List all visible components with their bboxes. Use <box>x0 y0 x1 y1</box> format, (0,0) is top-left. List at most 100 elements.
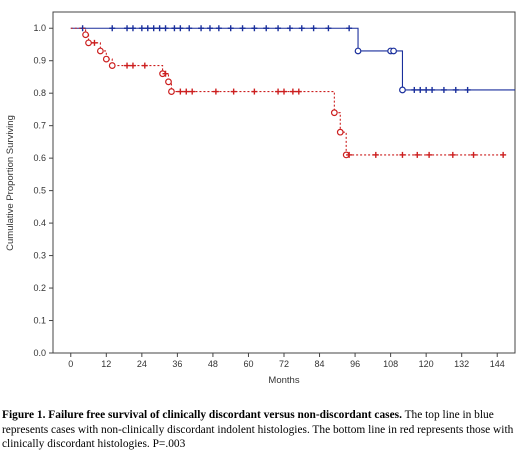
censor-mark <box>162 25 169 32</box>
x-tick-label: 108 <box>383 359 398 369</box>
censor-mark <box>129 25 136 32</box>
x-tick-label: 144 <box>490 359 505 369</box>
y-tick-label: 0.2 <box>33 283 46 293</box>
censor-mark <box>429 86 436 93</box>
censor-mark <box>298 25 305 32</box>
censor-mark <box>227 25 234 32</box>
plot-area <box>52 11 516 354</box>
event-point <box>108 62 116 69</box>
censor-mark <box>251 88 258 95</box>
event-point <box>96 47 104 55</box>
event-point <box>399 86 406 94</box>
series-line <box>70 27 504 156</box>
censor-mark <box>177 25 184 32</box>
event-point <box>82 31 89 39</box>
event-point <box>336 128 344 136</box>
censor-mark <box>289 88 296 95</box>
censor-mark <box>346 151 353 158</box>
x-tick-label: 60 <box>243 359 253 369</box>
censor-mark <box>230 88 237 95</box>
censor-mark <box>275 88 282 95</box>
x-tick-label: 48 <box>208 359 218 369</box>
x-tick-label: 84 <box>315 359 325 369</box>
figure-caption: Figure 1. Failure free survival of clini… <box>2 408 516 452</box>
series-2 <box>70 27 507 159</box>
y-tick-label: 0.0 <box>33 348 46 358</box>
censor-mark <box>189 88 196 95</box>
y-tick-label: 0.1 <box>33 316 46 326</box>
caption-title: Figure 1. Failure free survival of clini… <box>2 409 402 421</box>
censor-mark <box>198 25 205 32</box>
censor-mark <box>411 86 418 93</box>
censor-mark <box>417 86 424 93</box>
censor-mark <box>177 88 184 95</box>
y-axis: 0.0 0.1 0.2 0.3 0.4 0.5 0.6 0.7 0.8 0.9 1.0 <box>33 23 53 358</box>
censor-mark <box>109 25 116 32</box>
y-axis-title: Cumulative Proportion Surviving <box>5 115 16 251</box>
censor-mark <box>372 151 379 158</box>
y-tick-label: 0.6 <box>33 153 46 163</box>
event-point <box>330 109 338 117</box>
y-tick-label: 0.7 <box>33 121 46 131</box>
x-axis: 0 12 24 36 48 60 72 84 96 108 120 132 144 <box>68 353 505 369</box>
censor-mark <box>171 25 178 32</box>
censor-mark <box>295 88 302 95</box>
censor-mark <box>91 39 98 46</box>
event-point <box>165 78 172 86</box>
censor-mark <box>150 25 157 32</box>
censor-mark <box>346 25 353 32</box>
x-tick-label: 0 <box>68 359 73 369</box>
series-layer <box>70 25 515 159</box>
censor-mark <box>414 151 421 158</box>
censor-mark <box>310 25 317 32</box>
x-tick-label: 120 <box>419 359 434 369</box>
censor-mark <box>183 88 190 95</box>
censor-mark <box>281 88 287 95</box>
x-tick-label: 12 <box>101 359 111 369</box>
censor-mark <box>275 25 282 32</box>
censor-mark <box>251 25 258 32</box>
event-point <box>85 39 92 47</box>
caption-text: The top line in blue represents cases wi… <box>2 409 514 451</box>
censor-mark <box>162 70 169 77</box>
censor-mark <box>286 25 293 32</box>
y-tick-label: 0.3 <box>33 251 46 261</box>
censor-mark <box>263 25 270 32</box>
chart-canvas: 0.0 0.1 0.2 0.3 0.4 0.5 0.6 0.7 0.8 0.9 1.0 0 12 24 3… <box>5 11 516 386</box>
event-point <box>390 47 397 55</box>
censor-mark <box>141 62 148 69</box>
censor-mark <box>470 151 477 158</box>
event-point <box>102 55 110 63</box>
event-point <box>168 88 175 95</box>
x-tick-label: 96 <box>350 359 360 369</box>
censor-mark <box>399 151 406 158</box>
y-tick-label: 0.8 <box>33 88 46 98</box>
y-tick-label: 1.0 <box>33 23 46 33</box>
censor-mark <box>426 151 433 158</box>
censor-mark <box>449 151 456 158</box>
censor-mark <box>156 25 163 32</box>
y-tick-label: 0.9 <box>33 56 46 66</box>
censor-mark <box>452 86 459 93</box>
x-tick-label: 72 <box>279 359 289 369</box>
event-point <box>354 47 362 55</box>
censor-mark <box>325 25 332 32</box>
censor-mark <box>440 86 447 93</box>
x-tick-label: 24 <box>137 359 147 369</box>
censor-mark <box>215 25 222 32</box>
x-axis-title: Months <box>268 375 299 386</box>
censor-mark <box>212 88 219 95</box>
x-tick-label: 132 <box>454 359 469 369</box>
censor-mark <box>500 151 507 158</box>
x-tick-label: 36 <box>172 359 182 369</box>
censor-mark <box>124 62 131 69</box>
censor-mark <box>138 25 145 32</box>
censor-mark <box>206 25 213 32</box>
y-tick-label: 0.5 <box>33 186 46 196</box>
censor-mark <box>464 86 471 93</box>
survival-chart: 0.0 0.1 0.2 0.3 0.4 0.5 0.6 0.7 0.8 0.9 1.0 0 12 24 3… <box>5 11 516 386</box>
censor-mark <box>239 25 246 32</box>
censor-mark <box>423 86 430 93</box>
censor-mark <box>124 25 131 32</box>
y-tick-label: 0.4 <box>33 218 46 228</box>
